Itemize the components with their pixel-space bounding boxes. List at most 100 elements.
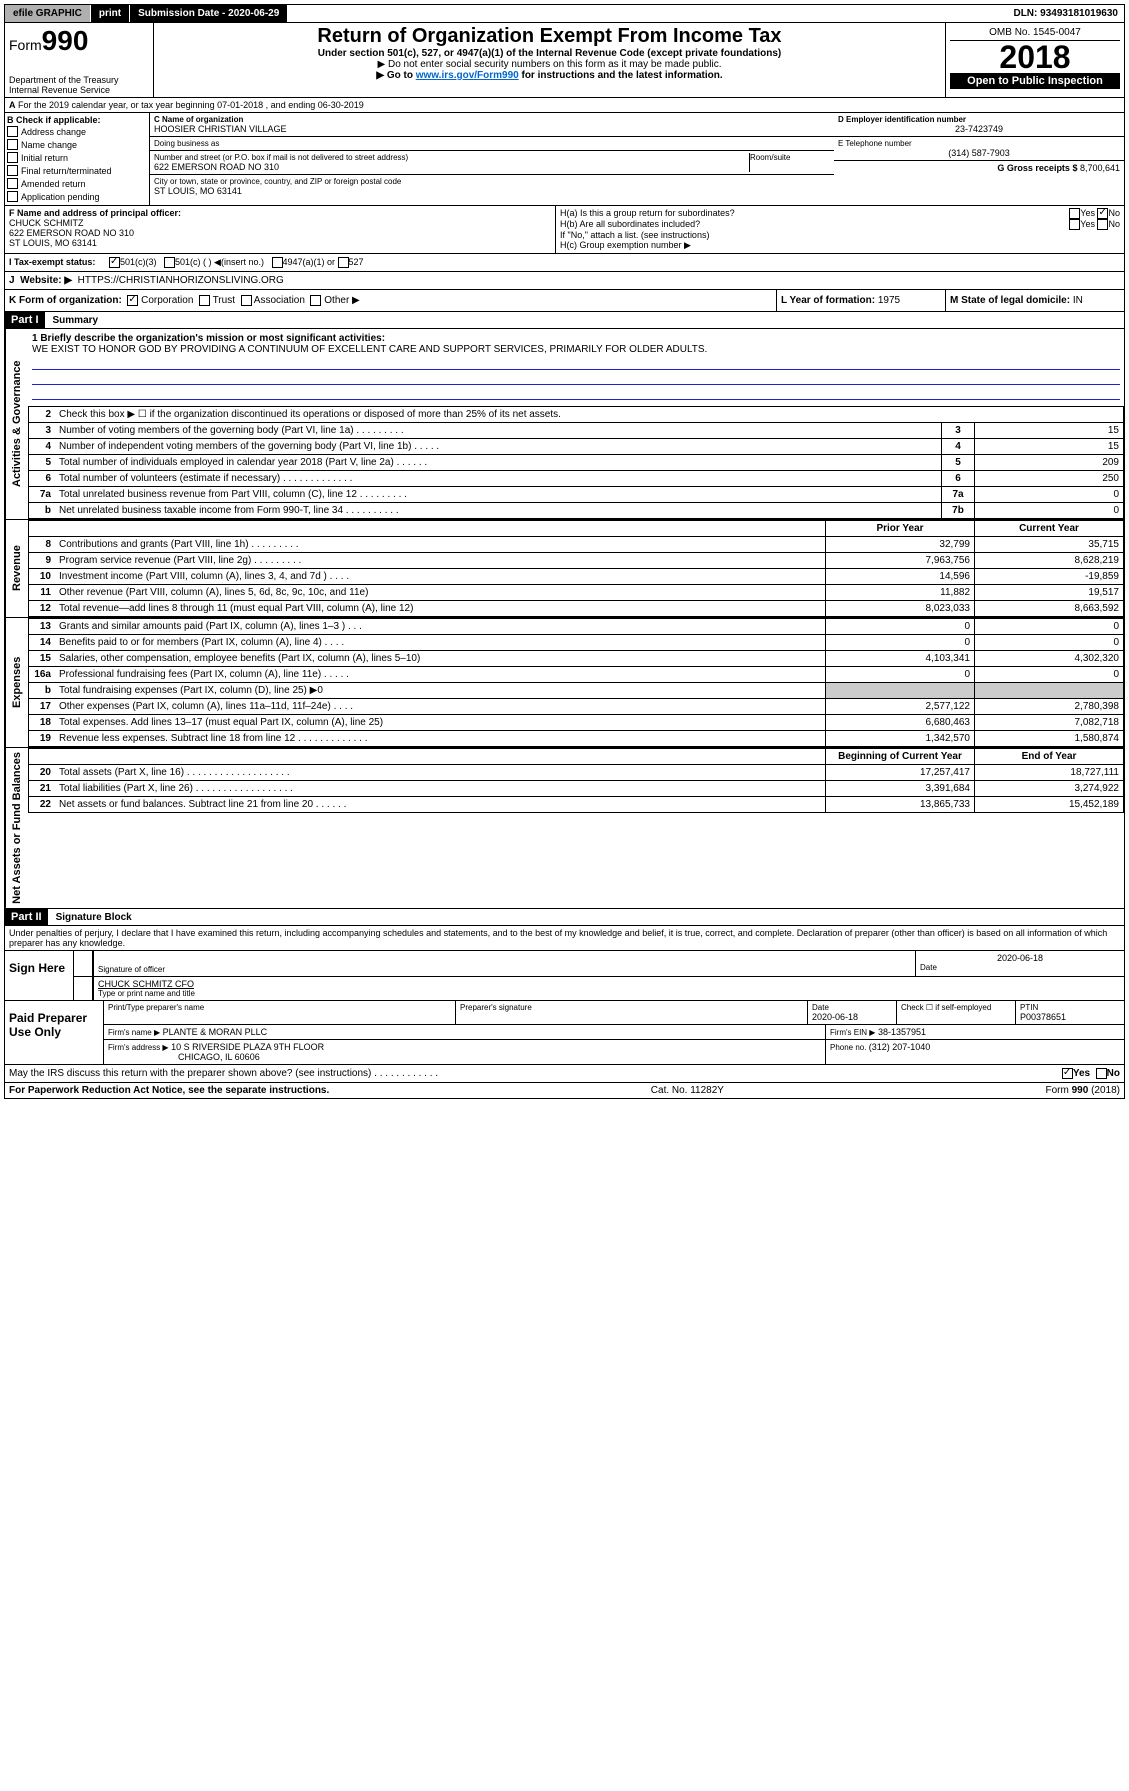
chk-hb-no[interactable] xyxy=(1097,219,1108,230)
row-num: 22 xyxy=(29,797,56,813)
chk-4947[interactable] xyxy=(272,257,283,268)
tax-year: 2018 xyxy=(950,41,1120,73)
row-val: 0 xyxy=(975,503,1124,519)
irs-link[interactable]: www.irs.gov/Form990 xyxy=(416,70,519,81)
hc-label: H(c) Group exemption number ▶ xyxy=(560,240,1120,251)
print-button[interactable]: print xyxy=(91,5,130,22)
chk-initial-return[interactable] xyxy=(7,152,18,163)
lbl-year: L Year of formation: xyxy=(781,295,878,306)
chk-trust[interactable] xyxy=(199,295,210,306)
row-num: 4 xyxy=(29,439,56,455)
form-number: Form990 xyxy=(9,25,149,57)
firm-name: PLANTE & MORAN PLLC xyxy=(163,1027,268,1037)
row-desc: Total number of individuals employed in … xyxy=(55,455,942,471)
row-desc: Total fundraising expenses (Part IX, col… xyxy=(55,683,826,699)
underline xyxy=(32,372,1120,385)
discuss-yes: Yes xyxy=(1073,1068,1090,1079)
chk-address-change[interactable] xyxy=(7,126,18,137)
prior-val: 0 xyxy=(826,635,975,651)
current-val: 7,082,718 xyxy=(975,715,1124,731)
box-b-title: B Check if applicable: xyxy=(7,115,147,125)
state-domicile: IN xyxy=(1073,295,1083,306)
row-desc: Benefits paid to or for members (Part IX… xyxy=(55,635,826,651)
row-desc: Total assets (Part X, line 16) . . . . .… xyxy=(55,765,826,781)
chk-501c[interactable] xyxy=(164,257,175,268)
submission-label: Submission Date - xyxy=(138,8,228,19)
lbl-website: Website: ▶ xyxy=(20,275,72,286)
lbl-dba: Doing business as xyxy=(154,139,830,148)
current-val: 4,302,320 xyxy=(975,651,1124,667)
row-num: 11 xyxy=(29,585,56,601)
row-desc: Contributions and grants (Part VIII, lin… xyxy=(55,537,826,553)
row-num: b xyxy=(29,683,56,699)
row-desc: Number of voting members of the governin… xyxy=(55,423,942,439)
chk-527[interactable] xyxy=(338,257,349,268)
prior-val: 4,103,341 xyxy=(826,651,975,667)
box-c: C Name of organization HOOSIER CHRISTIAN… xyxy=(150,113,834,205)
form-header: Form990 Department of the Treasury Inter… xyxy=(4,23,1125,98)
lbl-prep-date: Date xyxy=(812,1003,892,1012)
chk-corp[interactable] xyxy=(127,295,138,306)
lbl-tax-status: Tax-exempt status: xyxy=(14,257,95,267)
submission-date-value: 2020-06-29 xyxy=(228,8,279,19)
hb-yes: Yes xyxy=(1080,219,1095,229)
lbl-name-title: Type or print name and title xyxy=(98,989,1120,998)
chk-discuss-no[interactable] xyxy=(1096,1068,1107,1079)
ha-yes: Yes xyxy=(1080,208,1095,218)
row-box: 7b xyxy=(942,503,975,519)
box-j: J Website: ▶ HTTPS://CHRISTIANHORIZONSLI… xyxy=(4,272,1125,290)
chk-amended-return[interactable] xyxy=(7,178,18,189)
discuss-row: May the IRS discuss this return with the… xyxy=(4,1065,1125,1083)
prior-val: 0 xyxy=(826,619,975,635)
part2-title: Signature Block xyxy=(48,912,132,923)
row-num: 12 xyxy=(29,601,56,617)
row-num: 19 xyxy=(29,731,56,747)
row-num: 2 xyxy=(29,407,56,423)
chk-ha-yes[interactable] xyxy=(1069,208,1080,219)
prior-val: 1,342,570 xyxy=(826,731,975,747)
lbl-address: Number and street (or P.O. box if mail i… xyxy=(154,153,749,162)
chk-hb-yes[interactable] xyxy=(1069,219,1080,230)
cell-blank xyxy=(826,683,975,699)
section-net-assets: Net Assets or Fund Balances Beginning of… xyxy=(4,748,1125,909)
city: ST LOUIS, MO 63141 xyxy=(154,186,830,196)
opt-501c3: 501(c)(3) xyxy=(120,257,157,268)
chk-501c3[interactable] xyxy=(109,257,120,268)
box-b: B Check if applicable: Address change Na… xyxy=(5,113,150,205)
row-val: 250 xyxy=(975,471,1124,487)
row-num: 5 xyxy=(29,455,56,471)
part1-bar: Part I Summary xyxy=(4,312,1125,329)
chk-other[interactable] xyxy=(310,295,321,306)
chk-assoc[interactable] xyxy=(241,295,252,306)
hdr-end: End of Year xyxy=(975,749,1124,765)
chk-ha-no[interactable] xyxy=(1097,208,1108,219)
hdr-prior: Prior Year xyxy=(826,521,975,537)
row-num: 7a xyxy=(29,487,56,503)
vlabel-revenue: Revenue xyxy=(5,520,28,617)
chk-application-pending[interactable] xyxy=(7,191,18,202)
chk-final-return[interactable] xyxy=(7,165,18,176)
form-note2: ▶ Go to www.irs.gov/Form990 for instruct… xyxy=(158,70,941,81)
dept-treasury: Department of the Treasury xyxy=(9,75,149,85)
lbl-firm-addr: Firm's address ▶ xyxy=(108,1043,169,1052)
row-desc: Grants and similar amounts paid (Part IX… xyxy=(55,619,826,635)
mission-text: WE EXIST TO HONOR GOD BY PROVIDING A CON… xyxy=(32,344,1120,355)
chk-name-change[interactable] xyxy=(7,139,18,150)
dln: DLN: 93493181019630 xyxy=(1007,5,1124,22)
chk-discuss-yes[interactable] xyxy=(1062,1068,1073,1079)
current-val: 0 xyxy=(975,667,1124,683)
note2-post: for instructions and the latest informat… xyxy=(519,70,723,81)
row-desc: Check this box ▶ ☐ if the organization d… xyxy=(55,407,1124,423)
opt-4947: 4947(a)(1) or xyxy=(283,257,336,268)
prior-val: 8,023,033 xyxy=(826,601,975,617)
revenue-table: Prior YearCurrent Year 8Contributions an… xyxy=(28,520,1124,617)
hdr-begin: Beginning of Current Year xyxy=(826,749,975,765)
address: 622 EMERSON ROAD NO 310 xyxy=(154,162,749,172)
row-num: 18 xyxy=(29,715,56,731)
form-note1: ▶ Do not enter social security numbers o… xyxy=(158,59,941,70)
hb-label: H(b) Are all subordinates included? xyxy=(560,219,700,229)
org-name: HOOSIER CHRISTIAN VILLAGE xyxy=(154,124,830,134)
lbl-self-employed: Check ☐ if self-employed xyxy=(901,1003,1011,1012)
efile-button[interactable]: efile GRAPHIC xyxy=(5,5,91,22)
current-val: 1,580,874 xyxy=(975,731,1124,747)
